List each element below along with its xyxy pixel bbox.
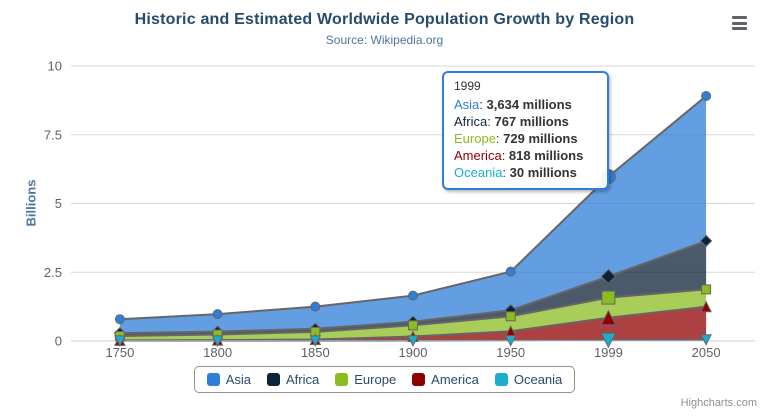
legend-swatch-africa [267, 373, 281, 386]
legend-item-america[interactable]: America [412, 372, 479, 387]
tooltip-series-value: 729 millions [503, 131, 578, 146]
tooltip-series-value: 818 millions [508, 148, 584, 163]
tooltip-row-europe: Europe: 729 millions [454, 131, 578, 146]
marker-africa-2050[interactable] [699, 234, 713, 248]
marker-oceania-1950[interactable] [504, 335, 517, 347]
tooltip-series-name: America [454, 148, 502, 163]
tooltip-series-name: Africa [454, 114, 488, 129]
marker-oceania-1900[interactable] [407, 335, 419, 347]
hamburger-bar [732, 27, 747, 30]
legend-swatch-oceania [494, 373, 508, 386]
tooltip-series-value: 30 millions [509, 165, 577, 180]
marker-europe-2050[interactable] [701, 284, 712, 295]
tooltip-series-value: 767 millions [494, 114, 569, 129]
marker-asia-2050[interactable] [701, 91, 712, 101]
tooltip-series-value: 3,634 millions [486, 97, 572, 112]
legend-label: Africa [286, 372, 320, 387]
marker-asia-1950[interactable] [505, 266, 516, 277]
marker-oceania-1850[interactable] [309, 335, 322, 348]
legend-label: Asia [225, 372, 252, 387]
legend-item-oceania[interactable]: Oceania [494, 372, 563, 387]
tooltip: 1999 Asia: 3,634 millions Africa: 767 mi… [442, 71, 609, 190]
marker-asia-1800[interactable] [212, 309, 223, 320]
tooltip-series-name: Oceania [454, 165, 503, 180]
x-axis-label: 1750 [105, 345, 134, 360]
legend-label: Oceania [513, 372, 563, 387]
legend-item-africa[interactable]: Africa [267, 372, 319, 387]
x-axis-label: 1800 [203, 345, 232, 360]
tooltip-series-name: Europe [454, 131, 496, 146]
x-axis-label: 1999 [594, 345, 623, 360]
marker-oceania-1800[interactable] [211, 335, 224, 348]
marker-europe-1900[interactable] [408, 320, 418, 331]
x-axis-label: 1900 [399, 345, 428, 360]
legend-swatch-america [412, 373, 426, 386]
y-axis-label: 10 [48, 59, 62, 74]
chart-title: Historic and Estimated Worldwide Populat… [134, 11, 635, 28]
tooltip-series-name: Asia [454, 97, 480, 112]
y-axis-label: 7.5 [44, 127, 62, 142]
hamburger-bar [732, 21, 747, 25]
x-axis-label: 1950 [496, 345, 525, 360]
area-asia[interactable] [119, 96, 707, 334]
marker-europe-1950[interactable] [505, 311, 516, 322]
credits-link[interactable]: Highcharts.com [680, 397, 757, 409]
marker-oceania-2050[interactable] [700, 334, 712, 346]
legend-swatch-asia [206, 373, 220, 386]
y-axis-label: 5 [55, 196, 62, 211]
marker-asia-1750[interactable] [114, 314, 125, 325]
area-america[interactable] [119, 306, 707, 341]
hamburger-bar [732, 16, 747, 19]
marker-europe-1999[interactable] [601, 290, 616, 305]
legend-item-asia[interactable]: Asia [206, 372, 252, 387]
y-axis-label: 2.5 [44, 265, 62, 280]
marker-oceania-1999[interactable] [600, 332, 617, 349]
marker-africa-1999[interactable] [600, 268, 617, 285]
marker-asia-1850[interactable] [310, 301, 321, 312]
legend-label: America [431, 372, 479, 387]
x-axis-label: 2050 [692, 345, 721, 360]
tooltip-header: 1999 [454, 79, 481, 93]
tooltip-row-asia: Asia: 3,634 millions [454, 97, 572, 112]
tooltip-row-oceania: Oceania: 30 millions [454, 165, 577, 180]
marker-asia-1900[interactable] [408, 290, 418, 301]
tooltip-row-america: America: 818 millions [454, 148, 584, 163]
legend-label: Europe [354, 372, 397, 387]
legend-swatch-europe [335, 373, 349, 386]
marker-america-2050[interactable] [700, 300, 712, 313]
area-africa[interactable] [119, 240, 707, 336]
marker-america-1999[interactable] [600, 309, 617, 326]
tooltip-row-africa: Africa: 767 millions [454, 114, 569, 129]
legend: Asia Africa Europe America Oceania [193, 366, 576, 393]
legend-wrap: Asia Africa Europe America Oceania [0, 366, 769, 393]
marker-oceania-1750[interactable] [114, 335, 126, 348]
hamburger-menu-icon[interactable] [732, 16, 748, 30]
legend-item-europe[interactable]: Europe [335, 372, 396, 387]
chart-subtitle: Source: Wikipedia.org [325, 33, 444, 47]
y-axis-label: 0 [55, 334, 62, 349]
x-axis-label: 1850 [301, 345, 330, 360]
